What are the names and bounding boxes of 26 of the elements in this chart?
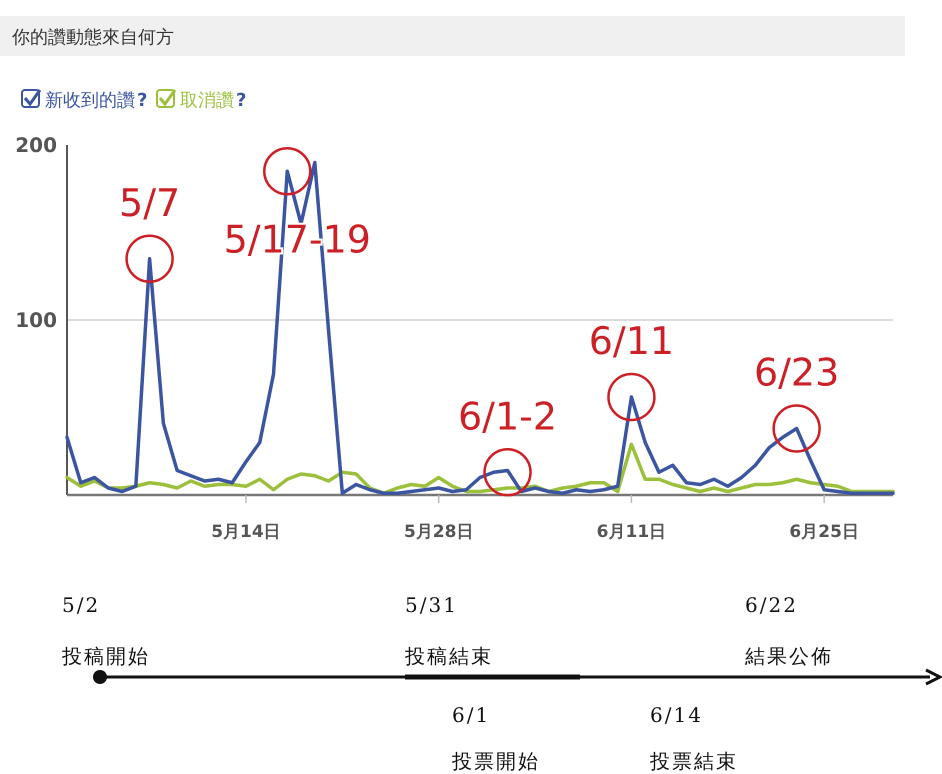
text: 6/14 <box>650 703 703 727</box>
text: 投票開始 <box>451 749 540 773</box>
annotation: 6/1-2 <box>458 394 558 438</box>
text: 5/2 <box>62 593 100 617</box>
text: ? <box>236 90 246 111</box>
x-tick-label: 5月28日 <box>404 522 474 542</box>
text: 5/31 <box>405 593 458 617</box>
text: 結果公佈 <box>744 644 833 668</box>
text: 投稿結束 <box>404 644 493 668</box>
chart-title: 你的讚動態來自何方 <box>11 27 174 48</box>
y-tick-label: 100 <box>15 308 57 332</box>
legend-label: 取消讚 <box>180 90 234 111</box>
legend-label: 新收到的讚 <box>45 90 135 111</box>
line-series <box>65 160 895 495</box>
text: 投票結束 <box>649 749 738 773</box>
text: 投稿開始 <box>61 644 150 668</box>
text: 6/1 <box>452 703 490 727</box>
y-tick-label: 200 <box>15 133 57 157</box>
text: 6/22 <box>745 593 798 617</box>
text: ? <box>137 90 148 111</box>
annotation: 5/7 <box>119 180 180 225</box>
x-tick-label: 6月25日 <box>789 522 859 542</box>
annotation: 6/11 <box>588 319 674 363</box>
x-tick-label: 5月14日 <box>211 522 281 542</box>
annotation: 6/23 <box>754 350 840 394</box>
x-tick-label: 6月11日 <box>596 522 666 542</box>
